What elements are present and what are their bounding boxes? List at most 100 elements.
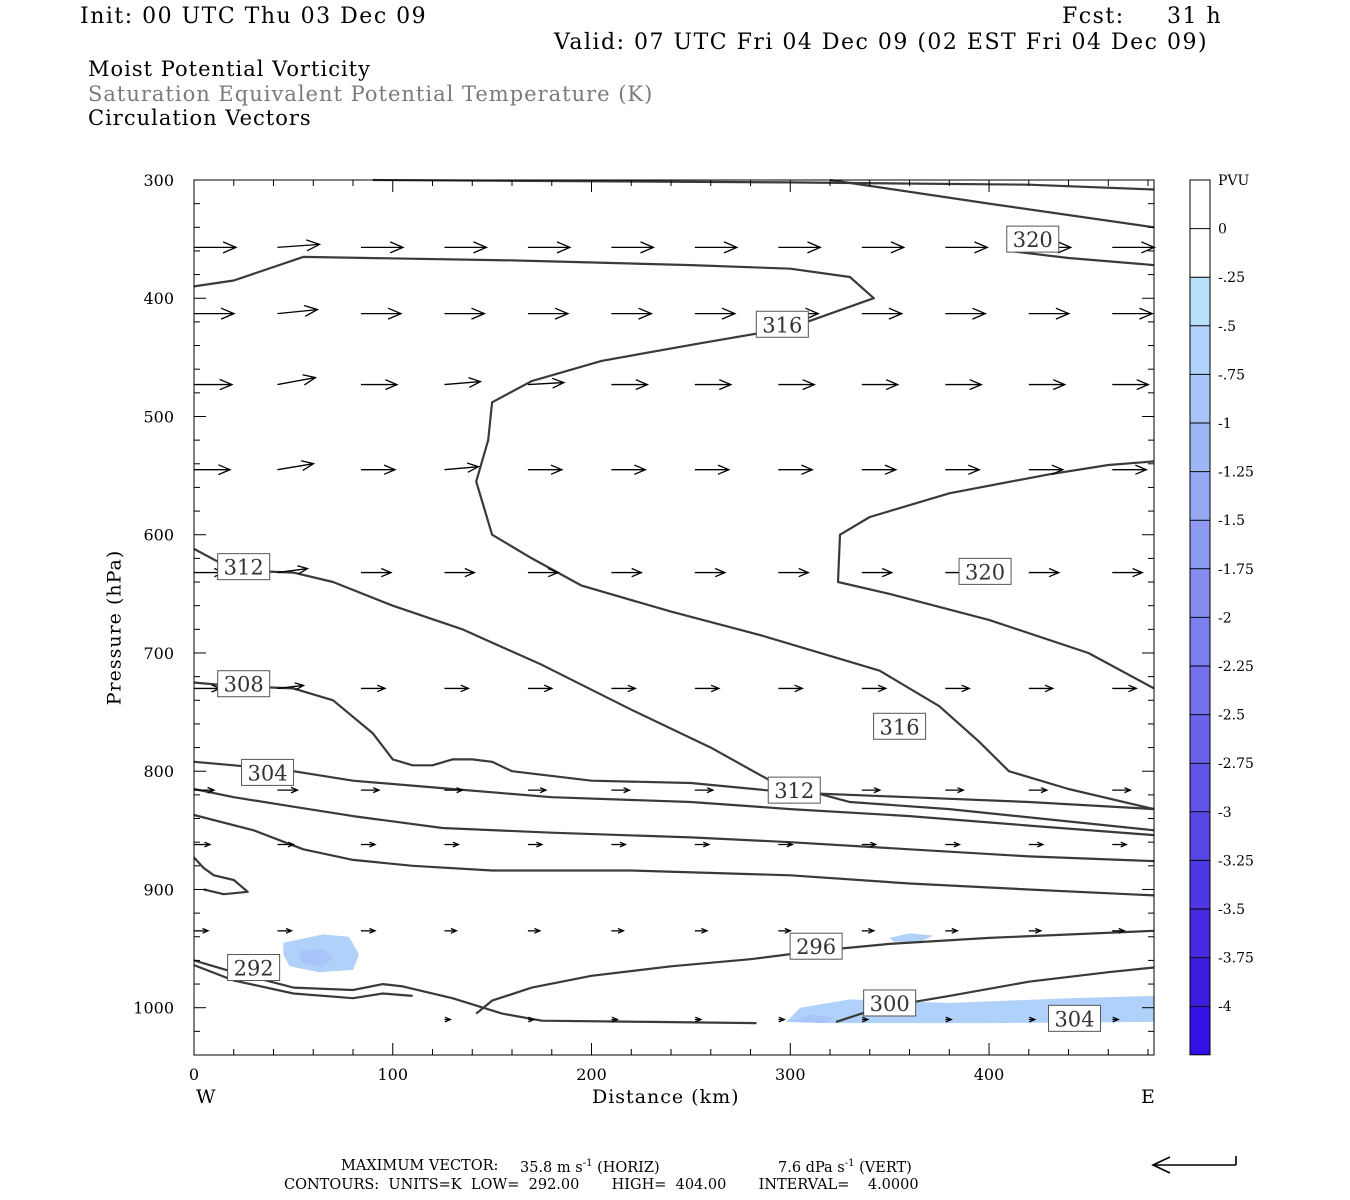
circulation-vector	[1028, 927, 1043, 934]
circulation-vector	[778, 684, 804, 693]
circulation-vector	[1112, 684, 1138, 693]
contour-label-text: 320	[965, 560, 1005, 584]
circulation-vector	[778, 841, 794, 848]
circulation-vector	[360, 379, 399, 391]
max-vector-horiz: 35.8 m s-1 (HORIZ)	[520, 1158, 660, 1176]
circulation-vector	[778, 567, 810, 578]
contour-label-text: 320	[1013, 228, 1053, 252]
circulation-vector	[861, 684, 888, 693]
circulation-vector	[694, 841, 711, 848]
circulation-vector	[360, 684, 387, 693]
contour-label-text: 312	[224, 556, 264, 580]
colorbar-swatch	[1189, 276, 1211, 327]
pvu-shade-region-4	[790, 1014, 834, 1024]
x-tick-label: 300	[775, 1065, 806, 1084]
contour-label: 316	[873, 712, 927, 740]
colorbar-title: PVU	[1218, 173, 1250, 189]
circulation-vector	[778, 379, 816, 391]
circulation-vector	[1112, 1016, 1120, 1023]
contour-layer	[193, 178, 1155, 1025]
colorbar-label: -3.75	[1218, 951, 1254, 967]
colorbar-swatch	[1189, 908, 1211, 958]
circulation-vector	[1112, 464, 1148, 475]
contour-label-text: 296	[796, 935, 836, 959]
circulation-vector	[778, 464, 814, 475]
circulation-vector	[694, 787, 715, 794]
circulation-vector	[360, 464, 397, 475]
circulation-vector	[360, 787, 381, 794]
circulation-vector	[861, 1016, 870, 1023]
colorbar-label: 0	[1218, 222, 1227, 238]
circulation-vector	[611, 787, 632, 794]
valid-time: Valid: 07 UTC Fri 04 Dec 09 (02 EST Fri …	[554, 30, 1209, 55]
circulation-vector	[611, 841, 628, 848]
colorbar-label: -2.75	[1218, 756, 1254, 772]
circulation-vector	[611, 307, 654, 320]
contour-line-304	[193, 760, 1155, 837]
circulation-vector	[611, 1016, 620, 1023]
forecast-hour: 31 h	[1167, 4, 1223, 29]
circulation-vector	[444, 787, 465, 794]
colorbar-swatch	[1189, 325, 1211, 375]
forecast-label: Fcst:	[1062, 4, 1125, 29]
circulation-vector	[1028, 567, 1061, 578]
circulation-vector	[1028, 841, 1045, 848]
circulation-vector	[611, 241, 656, 254]
contour-line-320	[372, 178, 1155, 191]
circulation-vector	[194, 378, 234, 391]
circulation-vector	[611, 684, 638, 693]
circulation-vector	[945, 841, 961, 848]
circulation-vector	[694, 684, 721, 693]
circulation-vector	[277, 239, 322, 252]
contour-label: 304	[241, 758, 295, 786]
circulation-vector	[611, 927, 626, 934]
circulation-vector	[527, 307, 570, 320]
circulation-vector	[945, 241, 989, 254]
circulation-vector	[527, 927, 542, 934]
circulation-vector	[444, 462, 481, 473]
circulation-vector	[277, 304, 320, 317]
contour-label-text: 292	[234, 957, 274, 981]
colorbar-label: -3.25	[1218, 853, 1254, 869]
contour-label: 312	[767, 776, 821, 804]
circulation-vector	[694, 1016, 703, 1023]
circulation-vector	[194, 464, 232, 476]
contour-line-292	[193, 856, 249, 896]
colorbar-swatch	[1189, 714, 1211, 764]
y-tick-label: 400	[143, 289, 174, 308]
circulation-vector	[277, 374, 318, 386]
circulation-vector	[861, 787, 882, 794]
init-time: Init: 00 UTC Thu 03 Dec 09	[80, 4, 428, 29]
circulation-vector	[527, 841, 544, 848]
circulation-vector	[277, 786, 300, 794]
circulation-vector	[778, 241, 822, 254]
colorbar-swatch	[1189, 957, 1211, 1007]
colorbar-swatch	[1189, 1005, 1211, 1056]
colorbar-label: -.75	[1218, 367, 1245, 383]
contour-label-layer: 320 316 312 320 308 316 304 312 296 292 300 304	[217, 225, 1101, 1032]
circulation-vector	[360, 567, 393, 578]
pvu-shading-layer	[283, 933, 1154, 1024]
circulation-vector	[778, 927, 792, 934]
title-mpv: Moist Potential Vorticity	[88, 57, 371, 81]
contour-label: 304	[1047, 1004, 1101, 1032]
circulation-vector	[527, 241, 572, 254]
circulation-vector	[861, 241, 906, 254]
x-axis-east-label: E	[1141, 1086, 1156, 1108]
circulation-vector	[194, 927, 210, 934]
colorbar-label: -1.5	[1218, 513, 1245, 529]
colorbar-label: -1.25	[1218, 465, 1254, 481]
contour-label-text: 304	[247, 761, 287, 785]
colorbar-swatch	[1189, 568, 1211, 618]
colorbar-label: -.25	[1218, 270, 1245, 286]
contour-line-300	[475, 929, 1155, 1015]
circulation-vector	[694, 927, 709, 934]
pvu-shade-region-1	[299, 948, 334, 968]
circulation-vector	[1112, 787, 1132, 794]
circulation-vector	[945, 787, 965, 794]
circulation-vector	[945, 1016, 953, 1023]
colorbar: PVU 0 -.25 -.5 -.75 -1 -1.25 -1.5 -1.75 -2 -2.25 -2…	[1189, 173, 1254, 1056]
colorbar-swatch	[1190, 228, 1210, 278]
colorbar-label: -4	[1218, 999, 1232, 1015]
